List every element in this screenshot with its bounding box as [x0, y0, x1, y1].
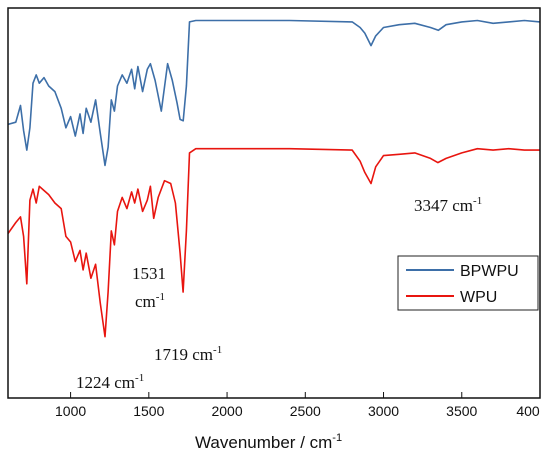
x-tick-label: 400 — [516, 403, 540, 419]
annotation-a1531a: 1531 — [132, 264, 166, 283]
annotation-a1224: 1224 cm-1 — [76, 372, 144, 392]
annotation-a1719: 1719 cm-1 — [154, 344, 222, 364]
legend-label-bpwpu: BPWPU — [460, 263, 519, 280]
plot-frame — [7, 7, 541, 399]
annotation-a3347: 3347 cm-1 — [414, 195, 482, 215]
x-tick-label: 1000 — [55, 403, 86, 419]
series-line-bpwpu — [7, 19, 541, 167]
x-axis-title-sup: -1 — [332, 432, 342, 444]
x-axis-title: Wavenumber / cm-1 — [195, 432, 342, 452]
x-tick-label: 2000 — [211, 403, 242, 419]
x-tick-label: 1500 — [133, 403, 164, 419]
x-tick-label: 3500 — [446, 403, 477, 419]
plot-lines — [7, 19, 541, 338]
x-tick-label: 3000 — [368, 403, 399, 419]
legend-box — [397, 255, 539, 311]
series-line-wpu — [7, 147, 540, 338]
x-tick-label: 2500 — [290, 403, 321, 419]
legend: BPWPU WPU — [397, 255, 539, 311]
x-axis-title-text: Wavenumber / cm — [195, 433, 332, 452]
x-ticks: 1000 1500 2000 2500 3000 3500 400 — [55, 392, 541, 419]
annotations: 1224 cm-1 1531 cm-1 1719 cm-1 3347 cm-1 — [76, 195, 482, 392]
annotation-a1531b: cm-1 — [135, 291, 165, 311]
legend-label-wpu: WPU — [460, 289, 497, 306]
